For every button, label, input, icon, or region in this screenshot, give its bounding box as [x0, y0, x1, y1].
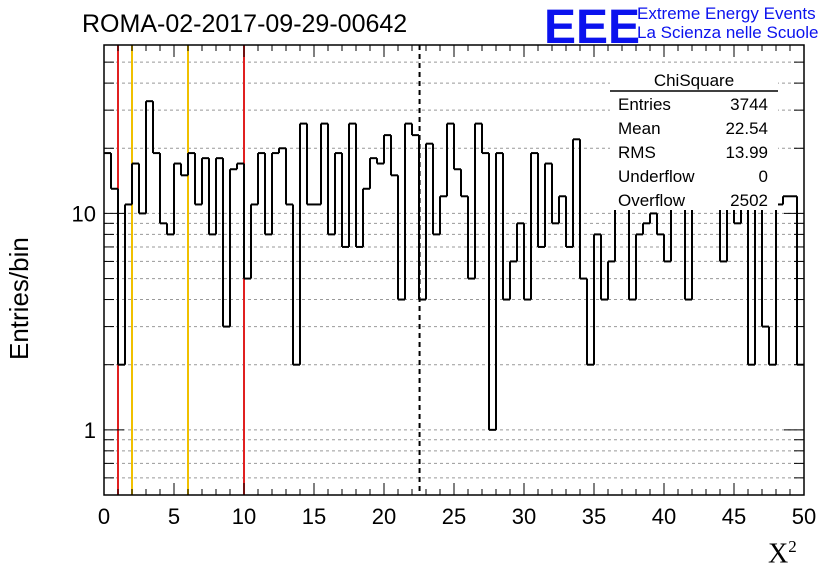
y-tick-label: 10 [72, 201, 96, 226]
histogram-layer [104, 100, 804, 431]
x-tick-label: 50 [792, 504, 816, 529]
stats-value: 22.54 [725, 119, 768, 138]
stats-label: Entries [618, 95, 671, 114]
x-tick-label: 0 [98, 504, 110, 529]
x-tick-label: 15 [302, 504, 326, 529]
x-tick-label: 5 [168, 504, 180, 529]
reference-lines [117, 45, 421, 495]
x-axis-label-superscript: 2 [788, 537, 797, 556]
stats-value: 0 [759, 167, 768, 186]
stats-label: Underflow [618, 167, 695, 186]
stats-box: ChiSquare Entries 3744 Mean 22.54 RMS 13.99 Und… [610, 68, 778, 210]
stats-label: RMS [618, 143, 656, 162]
x-tick-label: 10 [232, 504, 256, 529]
chart-title: ROMA-02-2017-09-29-00642 [82, 10, 408, 38]
x-tick-label: 30 [512, 504, 536, 529]
x-tick-label: 35 [582, 504, 606, 529]
stats-label: Overflow [618, 191, 686, 210]
stats-label: Mean [618, 119, 661, 138]
logo-line-1: Extreme Energy Events [637, 4, 816, 23]
stats-box-title: ChiSquare [654, 71, 734, 90]
x-tick-label: 40 [652, 504, 676, 529]
x-tick-label: 45 [722, 504, 746, 529]
stats-value: 13.99 [725, 143, 768, 162]
x-tick-label: 25 [442, 504, 466, 529]
x-axis-label-base: X [768, 538, 789, 570]
x-axis-label: X2 [768, 537, 797, 570]
logo-line-2: La Scienza nelle Scuole [637, 23, 819, 42]
stats-value: 3744 [730, 95, 768, 114]
stats-value: 2502 [730, 191, 768, 210]
y-tick-label: 1 [84, 418, 96, 443]
axis-ticks: 0 5 10 15 20 25 30 35 40 45 50 1 10 [72, 44, 816, 529]
x-tick-label: 20 [372, 504, 396, 529]
